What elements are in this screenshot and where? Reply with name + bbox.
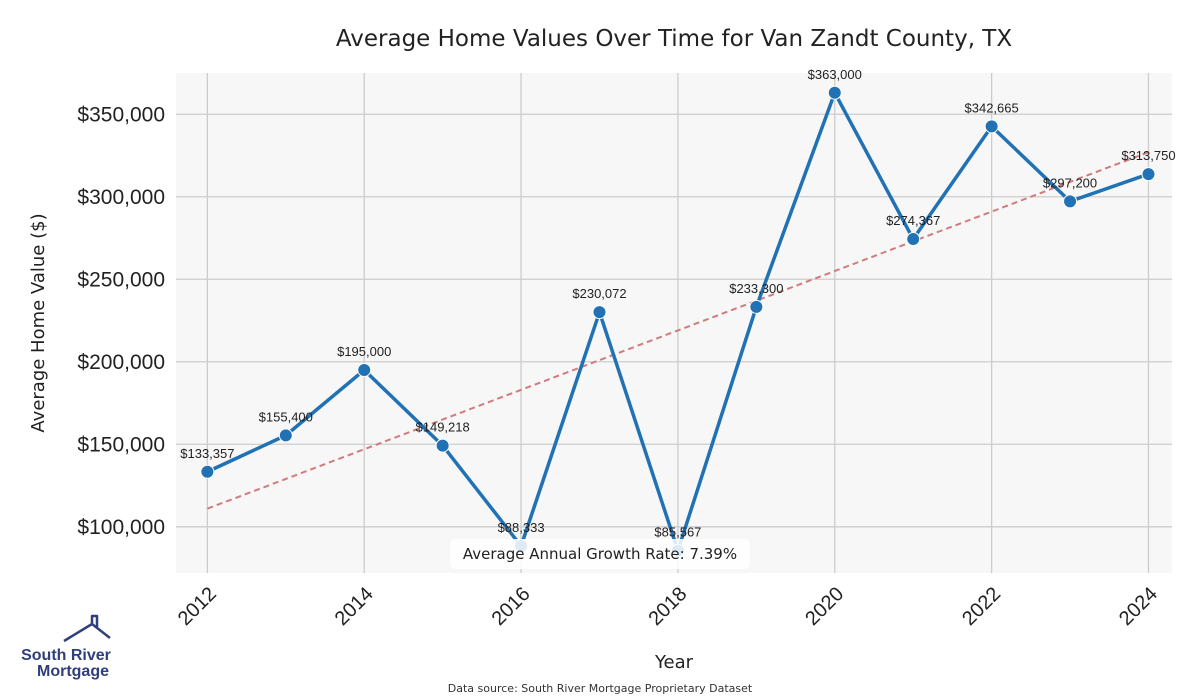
data-point [278,428,293,443]
data-label: $195,000 [337,344,391,359]
data-label: $230,072 [572,286,626,301]
plot-background [176,73,1172,573]
data-point [357,363,372,378]
y-tick-label: $300,000 [77,186,165,209]
data-label: $342,665 [965,100,1019,115]
data-labels-group: $133,357 $155,400 $195,000 $149,218 $88,333 $… [180,67,1175,540]
data-point [1063,194,1078,209]
x-ticks-group: 2012 2014 2016 2018 2020 2022 2024 [174,583,1162,630]
x-axis-label: Year [654,652,694,673]
logo-line2: Mortgage [37,663,109,680]
data-label: $88,333 [498,520,545,535]
growth-rate-annotation: Average Annual Growth Rate: 7.39% [450,539,750,569]
growth-rate-box [450,539,750,569]
data-point [749,299,764,314]
data-point [435,438,450,453]
x-tick-label: 2014 [331,583,378,630]
trendline-group [207,151,1149,510]
data-label: $133,357 [180,446,234,461]
data-label: $85,567 [654,525,701,540]
data-point [592,305,607,320]
house-outline-icon [63,614,111,643]
data-label: $233,300 [729,281,783,296]
y-tick-label: $350,000 [77,103,165,126]
data-label: $274,367 [886,213,940,228]
logo-line1: South River [21,647,111,664]
data-label: $313,750 [1121,148,1175,163]
y-tick-label: $150,000 [77,433,165,456]
data-label: $363,000 [808,67,862,82]
y-ticks-group: $100,000 $150,000 $200,000 $250,000 $300,000… [77,103,165,539]
y-tick-label: $250,000 [77,268,165,291]
growth-rate-text: Average Annual Growth Rate: 7.39% [463,545,737,563]
y-tick-label: $200,000 [77,351,165,374]
data-label: $149,218 [416,420,470,435]
data-point [1141,167,1156,182]
y-axis-label: Average Home Value ($) [28,213,49,432]
logo: South River Mortgage [21,614,111,680]
data-point [984,119,999,134]
x-tick-label: 2024 [1115,583,1162,630]
data-point [827,85,842,100]
data-source-note: Data source: South River Mortgage Propri… [448,682,753,695]
x-tick-label: 2012 [174,583,221,630]
trendline [207,151,1149,510]
data-label: $297,200 [1043,175,1097,190]
data-point [200,464,215,479]
y-tick-label: $100,000 [77,516,165,539]
x-tick-label: 2018 [644,583,691,630]
x-tick-label: 2016 [488,583,535,630]
x-tick-label: 2022 [958,583,1005,630]
grid [176,73,1172,573]
data-point [906,232,921,247]
x-tick-label: 2020 [801,583,848,630]
chart-title: Average Home Values Over Time for Van Za… [336,26,1012,52]
data-label: $155,400 [259,409,313,424]
